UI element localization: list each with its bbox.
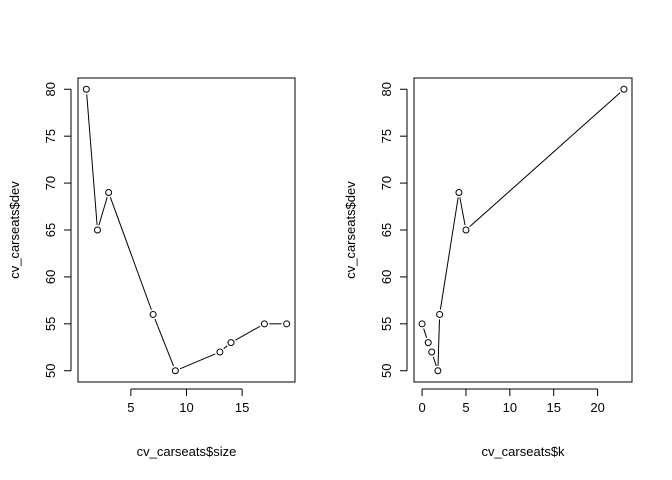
chart-2-data-point-4 [434, 367, 442, 375]
chart-2-x-tick-label-1: 5 [462, 400, 469, 415]
chart-2-data-point-6 [424, 339, 432, 347]
chart-1-x-tick-label-0: 5 [127, 400, 134, 415]
chart-2-x-tick-label-4: 20 [590, 400, 604, 415]
chart-1-series-segment-2 [109, 196, 152, 310]
chart-1-y-tick-label-5: 75 [43, 129, 58, 143]
chart-2-series-segment-3 [437, 319, 440, 366]
chart-2-y-tick-label-1: 55 [379, 317, 394, 331]
chart-1-data-point-1 [93, 226, 101, 234]
chart-1-y-tick-label-2: 60 [43, 270, 58, 284]
chart-2-series-segment-1 [459, 197, 466, 226]
chart-1-data-point-6 [227, 339, 235, 347]
chart-1-x-axis-title: cv_carseats$size [137, 444, 237, 459]
chart-2-y-tick-label-5: 75 [379, 129, 394, 143]
chart-2-x-tick-label-0: 0 [418, 400, 425, 415]
chart-1-y-tick-label-0: 50 [43, 364, 58, 378]
chart-1-series-segment-6 [235, 325, 261, 341]
chart-2-y-tick-label-6: 80 [379, 82, 394, 96]
chart-2-y-tick-label-2: 60 [379, 270, 394, 284]
chart-1-series-segment-4 [179, 353, 216, 370]
chart-1-data-point-5 [216, 348, 224, 356]
chart-2-data-point-2 [455, 188, 463, 196]
chart-1-y-tick-label-3: 65 [43, 223, 58, 237]
chart-1-y-tick-label-1: 55 [43, 317, 58, 331]
chart-1-data-point-4 [171, 367, 179, 375]
chart-1-y-tick-label-6: 80 [43, 82, 58, 96]
chart-1-y-axis-title: cv_carseats$dev [7, 181, 22, 279]
chart-2-x-tick-label-2: 10 [503, 400, 517, 415]
chart-2-y-tick-label-4: 70 [379, 176, 394, 190]
chart-1-x-tick-label-2: 15 [235, 400, 249, 415]
chart-2-series-segment-4 [432, 356, 437, 367]
chart-1-series-segment-0 [86, 94, 98, 226]
chart-2-series-segment-6 [423, 328, 428, 338]
chart-1-data-point-0 [82, 85, 90, 93]
chart-2-data-point-5 [428, 348, 436, 356]
chart-2-y-tick-label-0: 50 [379, 364, 394, 378]
chart-2-series-segment-0 [469, 92, 621, 228]
chart-1-series-segment-5 [223, 345, 228, 350]
chart-2-data-point-0 [620, 85, 628, 93]
chart-1-plot-box [77, 77, 296, 383]
chart-2-data-point-7 [418, 320, 426, 328]
chart-1-data-point-3 [149, 310, 157, 318]
chart-1-data-point-2 [105, 188, 113, 196]
chart-1-data-point-8 [283, 320, 291, 328]
chart-2-series-segment-2 [439, 197, 459, 310]
chart-2-data-point-1 [462, 226, 470, 234]
chart-2-x-axis-title: cv_carseats$k [481, 444, 565, 459]
chart-2-y-axis-title: cv_carseats$dev [343, 181, 358, 279]
chart-2-data-point-3 [436, 310, 444, 318]
chart-2-plot-box [413, 77, 633, 383]
chart-1-series-segment-1 [98, 197, 108, 226]
chart-1-series-segment-3 [154, 318, 174, 367]
chart-1-x-tick-label-1: 10 [179, 400, 193, 415]
chart-1-y-tick-label-4: 70 [43, 176, 58, 190]
chart-2-x-tick-label-3: 15 [546, 400, 560, 415]
chart-1-data-point-7 [260, 320, 268, 328]
chart-2-y-tick-label-3: 65 [379, 223, 394, 237]
